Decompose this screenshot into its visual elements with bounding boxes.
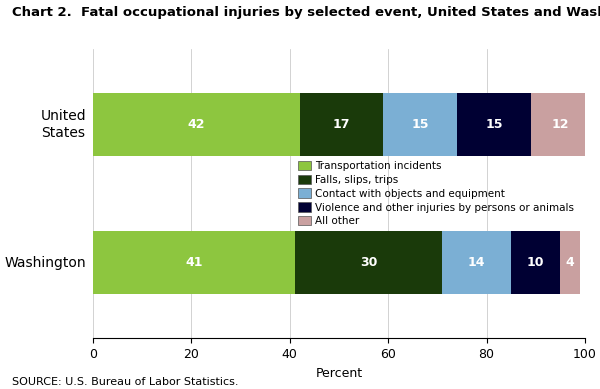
Text: Chart 2.  Fatal occupational injuries by selected event, United States and Washi: Chart 2. Fatal occupational injuries by …	[12, 6, 600, 19]
Bar	[93, 93, 299, 156]
X-axis label: Percent: Percent	[316, 367, 362, 380]
Bar	[93, 231, 295, 294]
Bar	[511, 231, 560, 294]
Bar	[295, 231, 442, 294]
Text: SOURCE: U.S. Bureau of Labor Statistics.: SOURCE: U.S. Bureau of Labor Statistics.	[12, 377, 239, 387]
Text: 17: 17	[333, 118, 350, 131]
Text: 15: 15	[412, 118, 429, 131]
Text: 4: 4	[566, 256, 575, 269]
Legend: Transportation incidents, Falls, slips, trips, Contact with objects and equipmen: Transportation incidents, Falls, slips, …	[295, 158, 577, 230]
Text: 42: 42	[188, 118, 205, 131]
Text: 14: 14	[468, 256, 485, 269]
Text: 10: 10	[527, 256, 545, 269]
Bar	[560, 231, 580, 294]
Bar	[457, 93, 531, 156]
Bar	[442, 231, 511, 294]
Text: 15: 15	[485, 118, 503, 131]
Bar	[531, 93, 590, 156]
Bar	[383, 93, 457, 156]
Bar	[299, 93, 383, 156]
Text: 30: 30	[360, 256, 377, 269]
Text: 12: 12	[551, 118, 569, 131]
Text: 41: 41	[185, 256, 203, 269]
